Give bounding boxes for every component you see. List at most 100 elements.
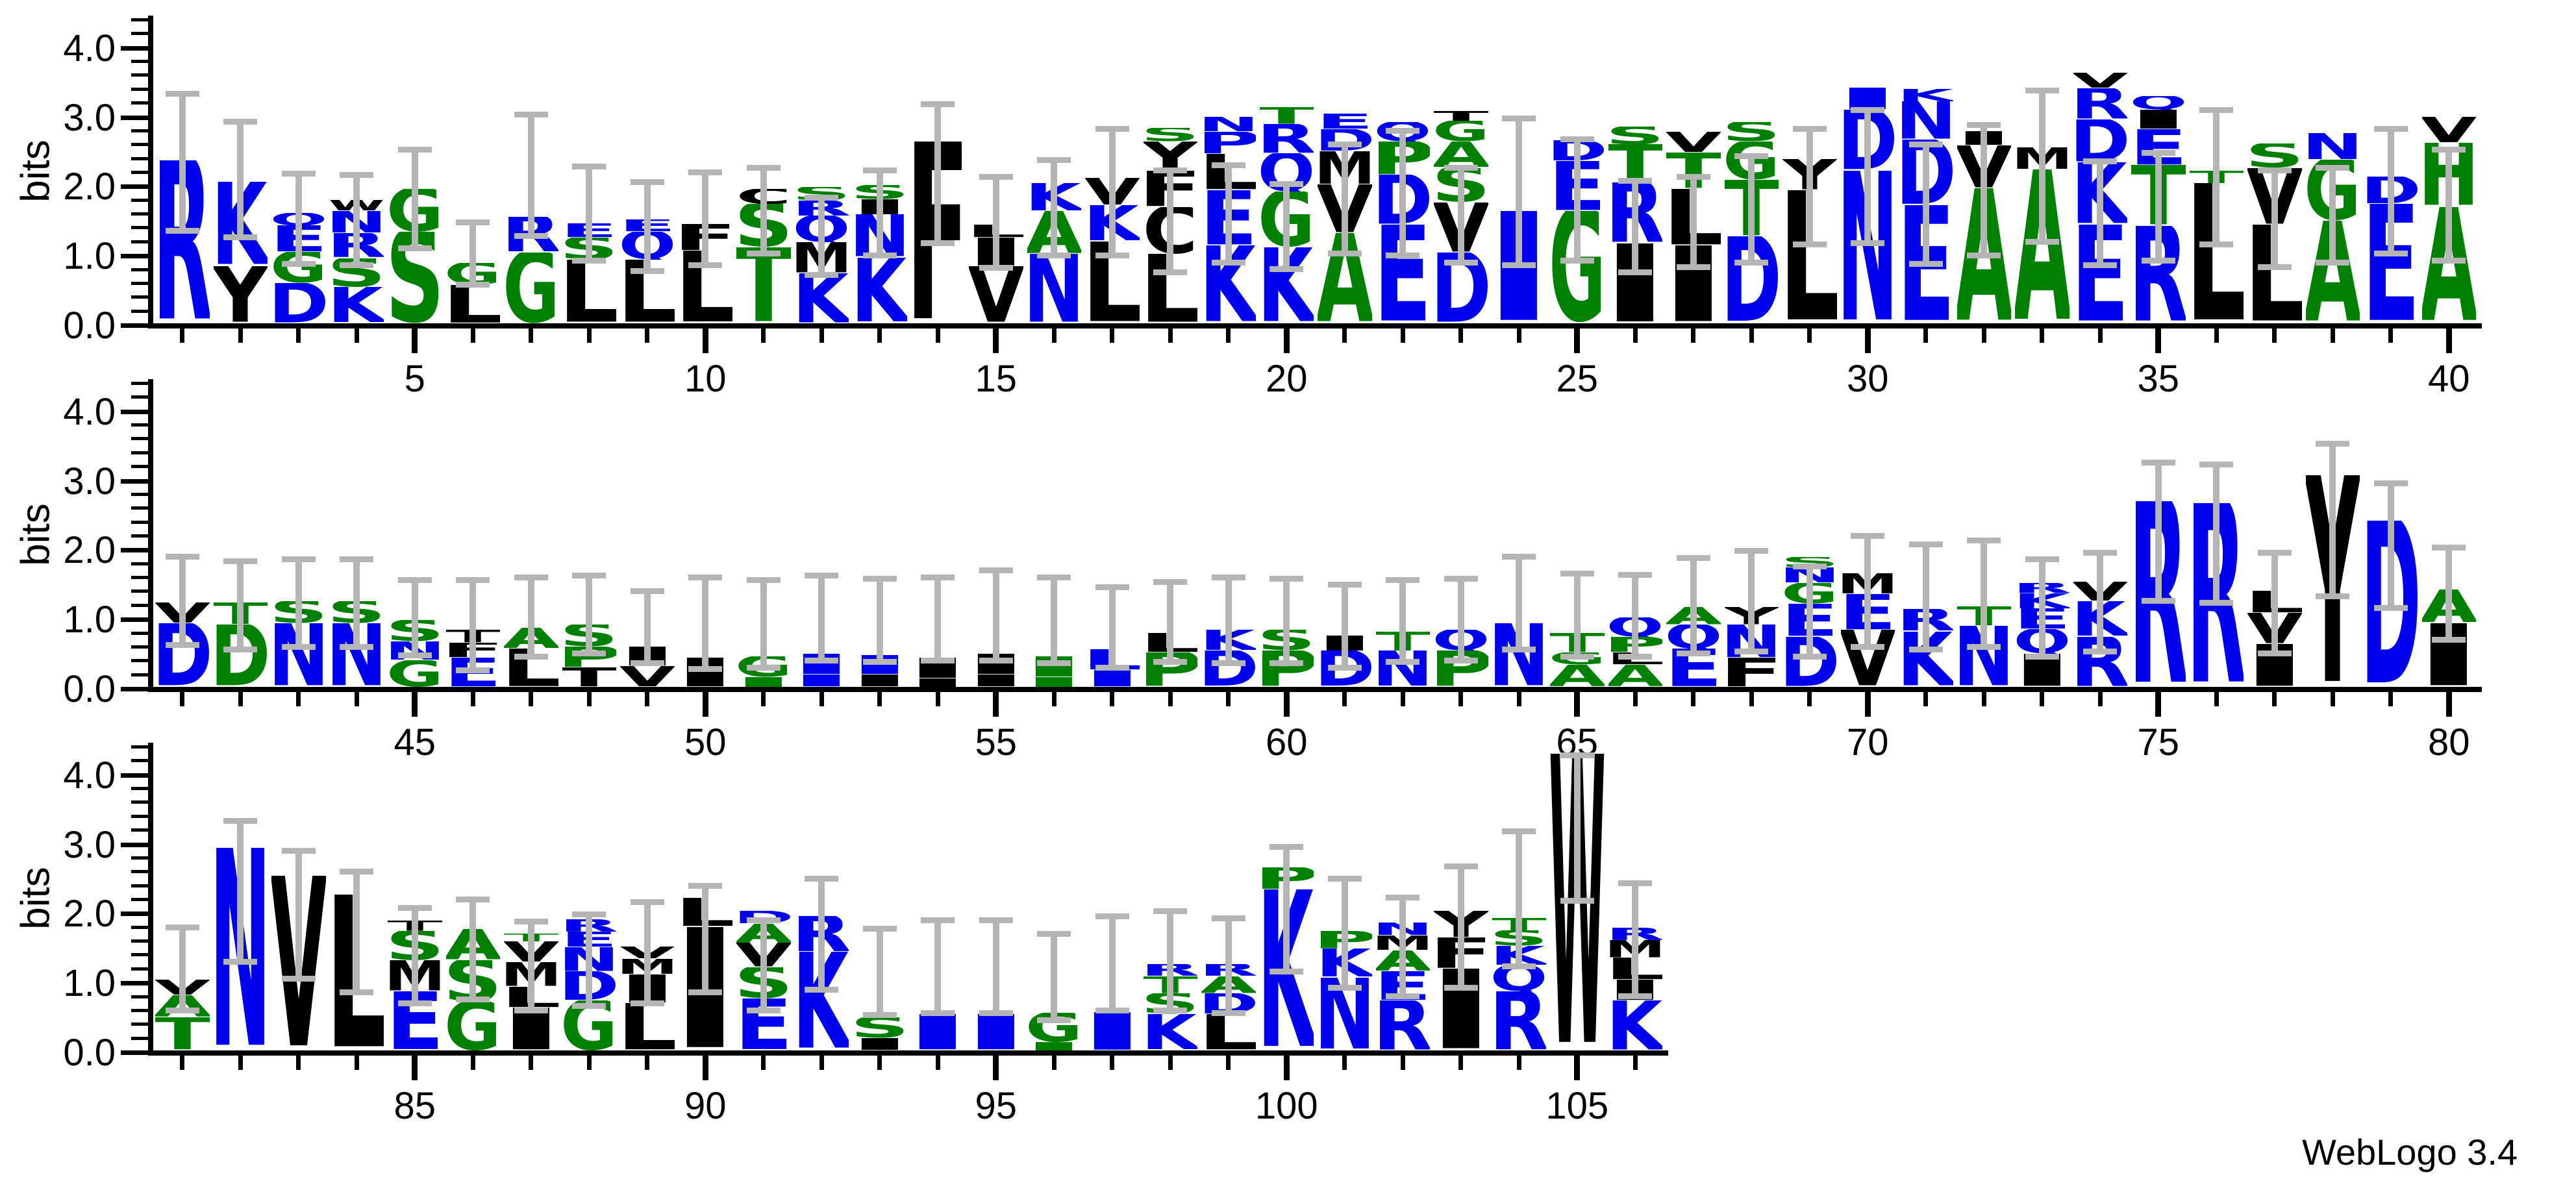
error-bar: [586, 911, 593, 1004]
x-axis-major-tick: [1864, 692, 1871, 717]
error-bar: [1108, 584, 1116, 665]
error-bar: [1690, 555, 1697, 651]
y-axis-minor-tick: [131, 395, 148, 399]
error-bar: [1632, 177, 1639, 269]
logo-letter: R: [1259, 124, 1314, 154]
error-bar: [1981, 122, 1988, 253]
error-bar: [527, 919, 534, 1008]
error-bar-cap-lower: [2025, 653, 2059, 660]
logo-letter: I: [969, 675, 1023, 687]
error-bar-cap-upper: [2199, 461, 2234, 467]
error-bar: [1864, 532, 1871, 644]
x-axis-minor-tick: [1691, 692, 1696, 706]
error-bar-cap-upper: [2025, 556, 2059, 563]
error-bar-cap-upper: [979, 567, 1013, 574]
error-bar: [2271, 549, 2278, 651]
error-bar-cap-upper: [862, 576, 897, 582]
error-bar-cap-upper: [1095, 125, 1129, 132]
logo-stack: I: [1085, 1012, 1140, 1050]
x-axis-minor-tick: [180, 692, 185, 706]
error-bar: [1981, 538, 1988, 644]
y-axis-line: [148, 16, 153, 326]
error-bar-cap-lower: [1386, 659, 1420, 665]
logo-letter: N: [1027, 254, 1082, 323]
x-axis-minor-tick: [645, 328, 650, 343]
x-axis-tick-label: 70: [1846, 721, 1889, 763]
x-axis-minor-tick: [645, 692, 650, 706]
y-axis-minor-tick: [131, 800, 148, 804]
error-bar-cap-lower: [1386, 993, 1420, 1000]
error-bar-cap-lower: [1734, 259, 1769, 266]
error-bar-cap-upper: [1211, 162, 1245, 169]
x-axis-minor-tick: [1749, 328, 1754, 343]
logo-letter: S: [853, 1017, 907, 1038]
error-bar-cap-lower: [1386, 253, 1420, 259]
logo-letter: G: [504, 253, 558, 323]
y-axis-minor-tick: [131, 1036, 148, 1040]
y-axis-tick-label: 1.0: [63, 962, 116, 1005]
error-bar: [644, 179, 651, 268]
error-bar-cap-lower: [456, 667, 490, 674]
error-bar: [760, 165, 767, 251]
error-bar-cap-lower: [456, 281, 490, 288]
x-axis-minor-tick: [819, 1056, 824, 1070]
x-axis-minor-tick: [1458, 692, 1464, 706]
error-bar: [179, 91, 186, 228]
error-bar-cap-lower: [1327, 664, 1362, 671]
error-bar-cap-upper: [223, 818, 258, 824]
y-axis-minor-tick: [131, 576, 148, 580]
x-axis-minor-tick: [1458, 328, 1464, 343]
error-bar: [1399, 127, 1407, 253]
error-bar-cap-upper: [2083, 549, 2118, 556]
error-bar-cap-upper: [165, 924, 199, 930]
error-bar-cap-lower: [1037, 660, 1071, 667]
logo-letter: L: [620, 1003, 675, 1050]
x-axis-line: [148, 1050, 1668, 1056]
y-axis-minor-tick: [131, 631, 148, 635]
error-bar-cap-upper: [1908, 142, 1943, 148]
y-axis-major-tick: [121, 687, 148, 691]
x-axis-tick-label: 90: [684, 1085, 727, 1127]
error-bar-cap-upper: [1502, 115, 1536, 121]
error-bar: [1341, 142, 1348, 251]
y-axis-major-tick: [121, 1050, 148, 1055]
y-axis-tick-label: 2.0: [63, 529, 116, 572]
error-bar-cap-upper: [281, 848, 316, 854]
logo-letter: I: [911, 678, 966, 687]
error-bar-cap-upper: [862, 167, 897, 173]
error-bar-cap-lower: [1153, 659, 1188, 665]
error-bar-cap-lower: [281, 975, 316, 982]
error-bar-cap-lower: [1327, 250, 1362, 256]
logo-stack: QP: [1434, 630, 1488, 687]
logo-letter: T: [736, 247, 791, 324]
error-bar-cap-lower: [1153, 1007, 1188, 1013]
error-bar-cap-lower: [2432, 257, 2466, 264]
error-bar: [1457, 863, 1464, 985]
error-bar-cap-upper: [1211, 574, 1245, 580]
error-bar-cap-upper: [165, 553, 199, 560]
error-bar: [1922, 142, 1929, 261]
logo-row-3: 0.01.02.03.04.0bitsVATNVL85TSMEASGTVMLIR…: [0, 732, 2576, 1127]
error-bar-cap-upper: [1327, 142, 1362, 148]
error-bar-cap-upper: [1502, 553, 1536, 560]
error-bar-cap-upper: [746, 165, 781, 171]
error-bar-cap-upper: [688, 882, 723, 889]
x-axis-major-tick: [702, 692, 708, 717]
y-axis-major-tick: [121, 323, 148, 328]
error-bar: [469, 577, 477, 668]
x-axis-minor-tick: [1981, 328, 1986, 343]
error-bar-cap-upper: [1327, 875, 1362, 882]
y-axis-minor-tick: [131, 143, 148, 147]
error-bar-cap-upper: [1792, 563, 1827, 569]
error-bar-cap-upper: [1734, 153, 1769, 160]
x-axis-line: [148, 323, 2482, 328]
error-bar-cap-upper: [514, 919, 548, 925]
error-bar-cap-lower: [1444, 658, 1478, 664]
error-bar-cap-lower: [979, 658, 1013, 664]
error-bar: [876, 925, 883, 1013]
y-axis-minor-tick: [131, 212, 148, 216]
x-axis-minor-tick: [1342, 692, 1347, 706]
error-bar-cap-lower: [862, 1012, 897, 1019]
x-axis-minor-tick: [2097, 692, 2103, 706]
error-bar-cap-lower: [2373, 250, 2408, 256]
